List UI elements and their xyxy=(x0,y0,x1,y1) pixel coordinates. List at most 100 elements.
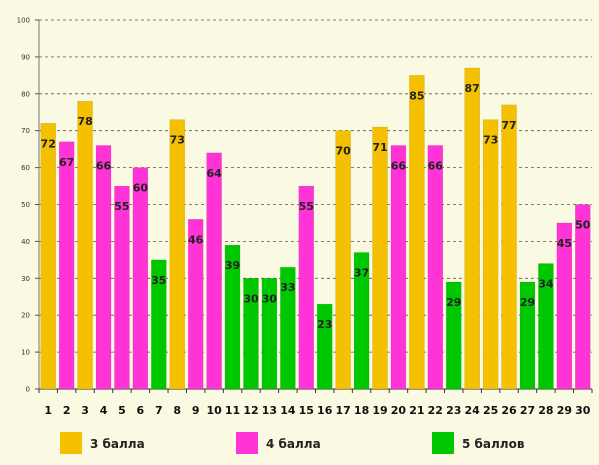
y-tick-label: 10 xyxy=(21,349,30,357)
y-tick-label: 0 xyxy=(26,386,30,394)
bar xyxy=(390,145,407,390)
data-label: 66 xyxy=(428,159,444,172)
bar xyxy=(298,185,315,390)
y-tick-label: 70 xyxy=(21,127,30,135)
legend-swatch xyxy=(432,432,454,454)
data-label: 34 xyxy=(538,278,554,291)
x-tick-label: 13 xyxy=(262,404,277,417)
y-tick-label: 20 xyxy=(21,312,30,320)
x-tick-label: 16 xyxy=(317,404,333,417)
data-label: 66 xyxy=(391,159,407,172)
legend: 3 балла 4 балла 5 баллов xyxy=(60,432,525,454)
bar xyxy=(40,123,56,390)
bar xyxy=(538,263,554,390)
data-label: 73 xyxy=(483,134,498,147)
x-tick-label: 11 xyxy=(225,404,240,417)
data-label: 55 xyxy=(299,200,314,213)
x-tick-label: 23 xyxy=(446,404,461,417)
bar xyxy=(224,244,241,390)
x-tick-label: 4 xyxy=(100,404,108,417)
bar xyxy=(187,219,204,390)
bar xyxy=(169,119,185,390)
data-label: 33 xyxy=(280,281,295,294)
y-tick-label: 50 xyxy=(21,201,30,209)
grid-lines xyxy=(39,19,592,353)
bar xyxy=(575,204,591,390)
legend-label: 5 баллов xyxy=(462,437,525,451)
data-label: 55 xyxy=(114,200,129,213)
x-tick-label: 24 xyxy=(465,404,481,417)
x-tick-label: 14 xyxy=(280,404,296,417)
x-tick-label: 10 xyxy=(206,404,222,417)
data-label: 70 xyxy=(335,145,351,158)
bar xyxy=(335,130,351,390)
y-tick-label: 90 xyxy=(21,53,30,61)
bar xyxy=(58,141,75,390)
data-label: 72 xyxy=(41,137,56,150)
data-label: 66 xyxy=(96,159,112,172)
x-tick-label: 15 xyxy=(299,404,314,417)
data-label: 39 xyxy=(225,259,240,272)
bars xyxy=(40,67,591,390)
bar xyxy=(353,252,370,390)
x-axis-ticks: 1 2 3 4 5 6 7 8 9 10 11 12 13 14 15 16 17 18 19 20 21 22 23 24 2… xyxy=(44,404,590,417)
bar xyxy=(95,145,112,390)
x-tick-label: 3 xyxy=(81,404,89,417)
bar xyxy=(114,185,130,390)
y-axis-ticks: 0 10 20 30 40 50 60 70 80 90 100 xyxy=(17,17,30,394)
data-label: 46 xyxy=(188,233,204,246)
x-tick-label: 8 xyxy=(173,404,181,417)
data-label: 29 xyxy=(520,296,535,309)
x-tick-label: 30 xyxy=(575,404,591,417)
x-tick-label: 7 xyxy=(155,404,163,417)
bar xyxy=(464,67,480,390)
data-label: 64 xyxy=(206,167,222,180)
x-tick-label: 29 xyxy=(557,404,572,417)
data-label: 85 xyxy=(409,89,424,102)
data-label: 71 xyxy=(372,141,387,154)
data-label: 45 xyxy=(557,237,572,250)
data-label: 73 xyxy=(170,134,185,147)
x-tick-label: 2 xyxy=(63,404,71,417)
x-tick-label: 18 xyxy=(354,404,369,417)
data-label: 35 xyxy=(151,274,166,287)
data-label: 50 xyxy=(575,219,591,232)
x-tick-label: 1 xyxy=(44,404,52,417)
bar xyxy=(243,278,259,390)
bar xyxy=(409,75,425,390)
data-label: 23 xyxy=(317,318,332,331)
data-label: 30 xyxy=(262,292,278,305)
data-label: 78 xyxy=(77,115,92,128)
data-label: 29 xyxy=(446,296,461,309)
bar xyxy=(556,222,573,390)
x-tick-label: 12 xyxy=(243,404,258,417)
x-tick-label: 21 xyxy=(409,404,424,417)
data-label: 87 xyxy=(465,82,480,95)
y-tick-label: 30 xyxy=(21,275,30,283)
x-tick-label: 26 xyxy=(501,404,517,417)
bar xyxy=(427,145,444,390)
bar xyxy=(77,100,93,390)
bar xyxy=(372,126,388,390)
data-label: 30 xyxy=(243,292,259,305)
legend-swatch xyxy=(60,432,82,454)
legend-swatch xyxy=(236,432,258,454)
bar xyxy=(280,266,296,390)
legend-label: 4 балла xyxy=(266,437,321,451)
bar xyxy=(501,104,517,390)
data-label: 60 xyxy=(133,182,149,195)
y-tick-label: 40 xyxy=(21,238,30,246)
x-tick-label: 25 xyxy=(483,404,498,417)
y-tick-label: 100 xyxy=(17,17,30,25)
x-tick-label: 22 xyxy=(428,404,443,417)
x-tick-label: 27 xyxy=(520,404,535,417)
x-tick-label: 6 xyxy=(137,404,145,417)
bar xyxy=(482,119,499,390)
data-label: 37 xyxy=(354,266,369,279)
y-tick-label: 80 xyxy=(21,90,30,98)
x-tick-label: 17 xyxy=(335,404,350,417)
bar xyxy=(519,281,536,390)
